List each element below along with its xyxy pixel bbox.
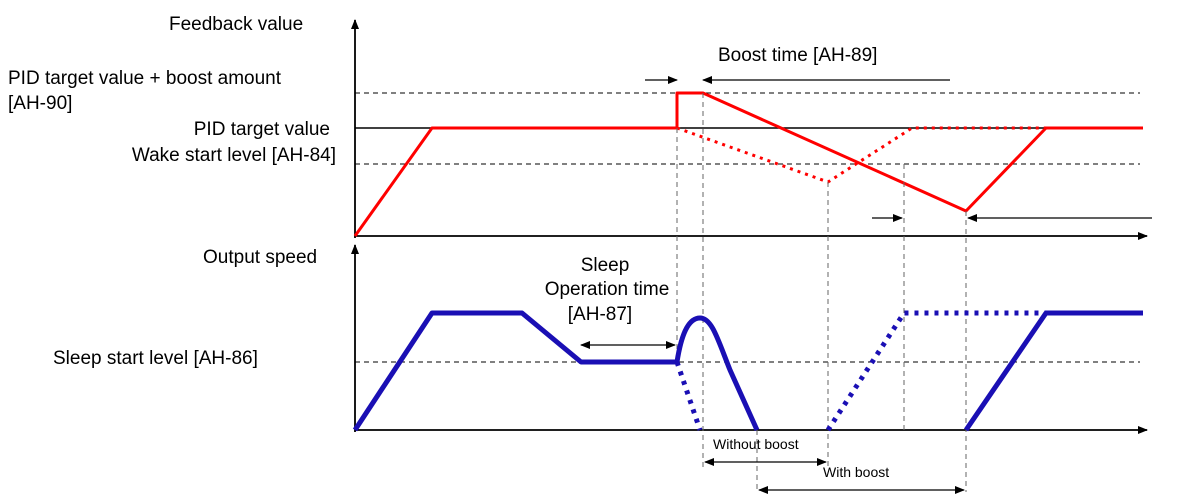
- output-curve-restart-with-boost: [963, 310, 1143, 432]
- without-boost-label: Without boost: [713, 436, 799, 452]
- boost-target-label-line1: PID target value + boost amount: [8, 68, 282, 89]
- output-curve-without-boost-drop: [674, 361, 703, 431]
- output-axis-label: Output speed: [203, 247, 317, 268]
- boost-time-label: Boost time [AH-89]: [718, 45, 877, 66]
- sleep-start-label: Sleep start level [AH-86]: [53, 348, 258, 369]
- sleep-label-line1: Sleep: [581, 255, 630, 276]
- wake-start-label: Wake start level [AH-84]: [132, 145, 336, 166]
- output-boost-bump: [674, 315, 760, 432]
- sleep-label-line3: [AH-87]: [568, 304, 632, 325]
- feedback-axis-label: Feedback value: [169, 14, 303, 35]
- feedback-curve-without-boost: [676, 126, 1046, 184]
- with-boost-label: With boost: [823, 464, 889, 480]
- feedback-curve-with-boost: [353, 91, 1143, 237]
- sleep-label-line2: Operation time: [545, 279, 670, 300]
- output-curve-with-boost: [352, 310, 677, 432]
- boost-target-label-line2: [AH-90]: [8, 93, 72, 114]
- pid-target-label: PID target value: [194, 119, 330, 140]
- output-curve-without-boost-restart: [825, 310, 1046, 432]
